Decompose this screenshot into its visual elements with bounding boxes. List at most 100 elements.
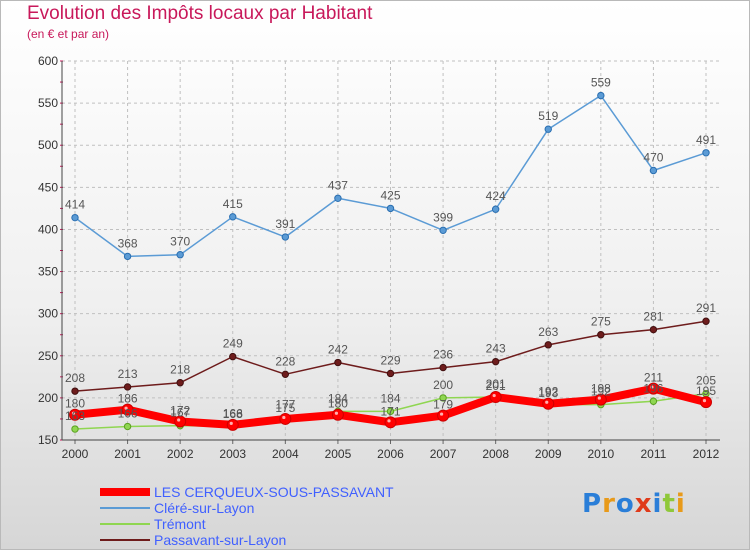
data-label-clere: 437 xyxy=(328,178,348,192)
data-point-highlight xyxy=(545,400,549,404)
data-point-passavant xyxy=(544,341,552,349)
y-tick-label: 300 xyxy=(38,307,58,321)
data-point-cerqueux xyxy=(489,391,502,404)
data-label-cerqueux: 168 xyxy=(223,407,243,421)
x-tick-label: 2012 xyxy=(693,447,720,461)
x-tick-label: 2008 xyxy=(482,447,509,461)
x-tick-label: 2001 xyxy=(114,447,141,461)
data-point-clere xyxy=(702,149,710,157)
logo-letter: i xyxy=(675,489,686,519)
data-point-clere xyxy=(281,233,290,241)
data-point-clere xyxy=(334,194,342,202)
data-point-clere xyxy=(123,252,132,261)
legend-swatch-clere xyxy=(100,507,150,509)
data-label-cerqueux: 198 xyxy=(591,382,611,396)
data-label-cerqueux: 201 xyxy=(486,379,506,393)
data-point-passavant xyxy=(281,370,290,379)
data-label-tremont: 184 xyxy=(380,391,400,405)
data-label-clere: 414 xyxy=(65,198,85,212)
data-label-tremont: 167 xyxy=(170,406,190,420)
x-tick-label: 2010 xyxy=(587,447,614,461)
x-tick-label: 2004 xyxy=(272,447,299,461)
data-point-cerqueux xyxy=(437,409,450,422)
legend-item-passavant: Passavant-sur-Layon xyxy=(100,532,440,548)
legend-item-tremont: Trémont xyxy=(100,516,440,532)
data-point-passavant xyxy=(334,358,342,367)
legend-label-tremont: Trémont xyxy=(154,516,206,532)
data-label-passavant: 236 xyxy=(433,348,453,362)
data-point-cerqueux xyxy=(69,408,81,421)
data-label-clere: 491 xyxy=(696,133,716,147)
axis-layer: 150 200 250 300 350 400 450 500 550 600 2000 2001 20… xyxy=(38,54,720,461)
grid-layer xyxy=(62,60,720,441)
data-point-highlight xyxy=(334,411,339,415)
data-label-passavant: 263 xyxy=(538,325,558,339)
data-point-passavant xyxy=(439,363,447,372)
data-point-cerqueux xyxy=(647,382,660,395)
legend-label-cerqueux: LES CERQUEUX-SOUS-PASSAVANT xyxy=(154,484,394,500)
data-label-passavant: 218 xyxy=(170,363,190,377)
data-label-clere: 391 xyxy=(275,217,295,231)
data-label-cerqueux: 179 xyxy=(433,398,453,412)
data-label-passavant: 213 xyxy=(118,367,138,381)
data-label-passavant: 281 xyxy=(643,310,663,324)
data-point-passavant xyxy=(386,369,395,378)
data-label-cerqueux: 211 xyxy=(644,371,663,385)
data-point-passavant xyxy=(176,379,184,387)
data-label-passavant: 275 xyxy=(591,315,611,329)
data-label-clere: 399 xyxy=(433,210,453,224)
data-label-cerqueux: 175 xyxy=(275,401,295,415)
data-label-tremont: 201 xyxy=(486,377,506,391)
data-point-clere xyxy=(439,226,447,234)
data-label-tremont: 196 xyxy=(643,381,663,395)
data-label-passavant: 242 xyxy=(328,343,348,357)
data-point-clere xyxy=(71,213,79,222)
chart-title: Evolution des Impôts locaux par Habitant xyxy=(27,3,373,24)
data-label-clere: 559 xyxy=(591,76,611,90)
series-layer xyxy=(69,91,712,433)
data-point-highlight xyxy=(650,385,654,389)
data-point-cerqueux xyxy=(279,412,292,425)
data-point-highlight xyxy=(387,419,391,423)
data-point-clere xyxy=(229,213,237,221)
data-label-clere: 424 xyxy=(486,189,506,203)
data-point-tremont xyxy=(386,407,395,416)
x-tick-label: 2006 xyxy=(377,447,404,461)
data-point-clere xyxy=(597,91,605,100)
data-point-cerqueux xyxy=(226,418,239,431)
x-tick-label: 2002 xyxy=(167,447,194,461)
legend-swatch-tremont xyxy=(100,523,150,525)
data-label-clere: 415 xyxy=(223,197,243,211)
x-tick-label: 2011 xyxy=(641,447,667,461)
logo-letter: o xyxy=(615,489,635,519)
x-tick-label: 2007 xyxy=(430,447,457,461)
logo-letter: r xyxy=(602,489,616,519)
x-tick-label: 2000 xyxy=(62,447,89,461)
data-label-cerqueux: 180 xyxy=(328,397,348,411)
data-label-cerqueux: 180 xyxy=(65,397,85,411)
label-layer: 180 186 172 168 175 180 171 179 201 193 198 211 195 4… xyxy=(65,76,716,424)
y-tick-label: 550 xyxy=(38,96,58,110)
legend-swatch-passavant xyxy=(100,539,150,541)
data-label-passavant: 229 xyxy=(380,353,400,367)
data-label-cerqueux: 195 xyxy=(696,384,716,398)
data-label-tremont: 177 xyxy=(275,397,295,411)
logo-letter: t xyxy=(662,489,676,519)
data-label-passavant: 228 xyxy=(275,354,295,368)
data-point-cerqueux xyxy=(331,408,344,421)
x-tick-label: 2005 xyxy=(325,447,352,461)
logo-letter: i xyxy=(652,489,663,519)
data-label-clere: 519 xyxy=(538,109,558,123)
data-point-passavant xyxy=(491,357,500,366)
data-point-cerqueux xyxy=(174,415,187,428)
data-point-highlight xyxy=(702,399,707,403)
data-label-tremont: 200 xyxy=(433,378,453,392)
y-tick-label: 200 xyxy=(38,391,58,405)
y-tick-label: 150 xyxy=(38,433,58,447)
data-point-tremont xyxy=(649,397,658,405)
data-label-tremont: 184 xyxy=(328,391,348,405)
y-tick-label: 600 xyxy=(38,54,58,68)
proxiti-logo: Proxiti xyxy=(582,489,686,519)
legend-swatch-cerqueux xyxy=(100,488,150,496)
data-point-passavant xyxy=(123,383,132,391)
